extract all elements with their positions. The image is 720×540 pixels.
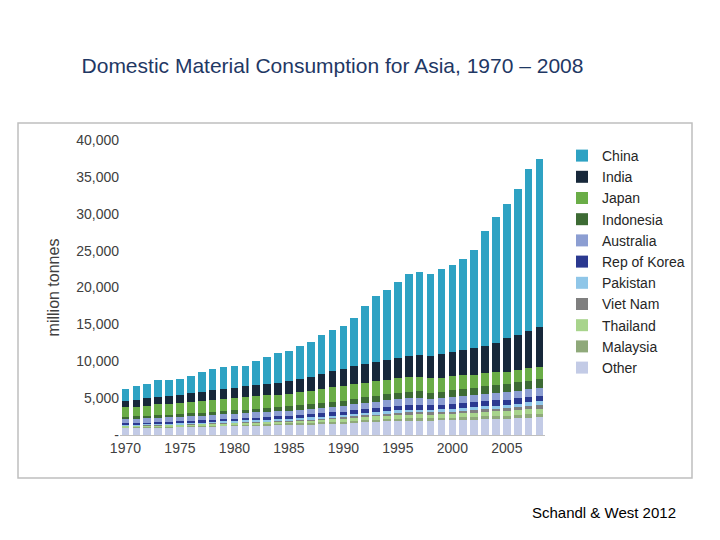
svg-text:40,000: 40,000 bbox=[76, 132, 119, 148]
svg-text:5,000: 5,000 bbox=[84, 390, 119, 406]
svg-text:Malaysia: Malaysia bbox=[602, 339, 657, 355]
svg-text:1985: 1985 bbox=[273, 440, 304, 456]
svg-text:2005: 2005 bbox=[491, 440, 522, 456]
svg-text:-: - bbox=[114, 427, 119, 443]
svg-text:1995: 1995 bbox=[382, 440, 413, 456]
svg-text:1970: 1970 bbox=[110, 440, 141, 456]
svg-text:Schandl & West 2012: Schandl & West 2012 bbox=[532, 504, 676, 521]
svg-text:China: China bbox=[602, 148, 639, 164]
svg-text:30,000: 30,000 bbox=[76, 206, 119, 222]
svg-text:million tonnes: million tonnes bbox=[45, 239, 62, 337]
svg-text:Viet Nam: Viet Nam bbox=[602, 296, 659, 312]
svg-text:1990: 1990 bbox=[328, 440, 359, 456]
svg-text:35,000: 35,000 bbox=[76, 169, 119, 185]
svg-text:15,000: 15,000 bbox=[76, 316, 119, 332]
svg-text:Indonesia: Indonesia bbox=[602, 212, 663, 228]
svg-text:Domestic Material Consumption: Domestic Material Consumption for Asia, … bbox=[82, 54, 584, 77]
svg-text:1980: 1980 bbox=[219, 440, 250, 456]
svg-text:Thailand: Thailand bbox=[602, 318, 656, 334]
svg-text:2000: 2000 bbox=[437, 440, 468, 456]
svg-text:Japan: Japan bbox=[602, 190, 640, 206]
svg-text:Other: Other bbox=[602, 360, 637, 376]
svg-text:10,000: 10,000 bbox=[76, 353, 119, 369]
svg-text:25,000: 25,000 bbox=[76, 243, 119, 259]
svg-text:20,000: 20,000 bbox=[76, 279, 119, 295]
svg-text:India: India bbox=[602, 169, 633, 185]
svg-text:Pakistan: Pakistan bbox=[602, 275, 656, 291]
svg-text:1975: 1975 bbox=[164, 440, 195, 456]
svg-text:Rep of Korea: Rep of Korea bbox=[602, 254, 685, 270]
svg-text:Australia: Australia bbox=[602, 233, 657, 249]
